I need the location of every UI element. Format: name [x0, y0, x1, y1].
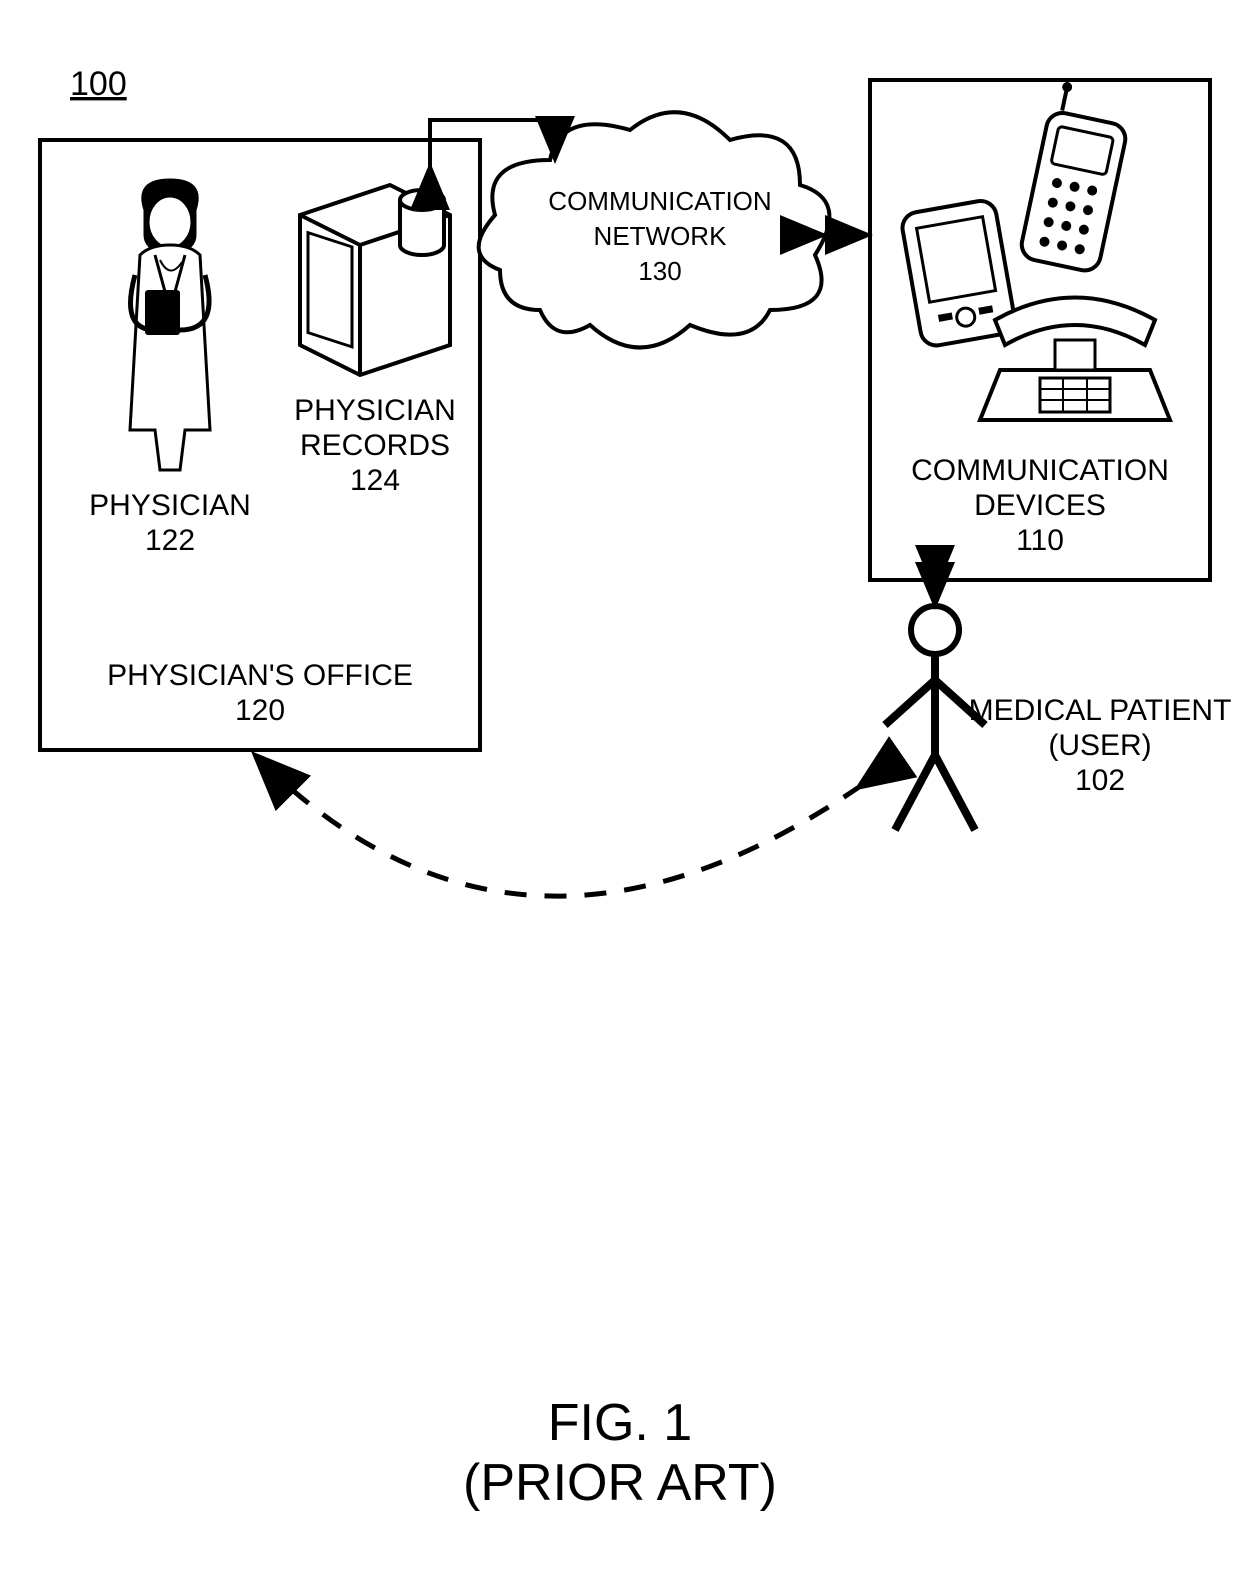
cellphone-icon [1019, 80, 1135, 274]
devices-label-1: COMMUNICATION [911, 454, 1169, 487]
records-label-2: RECORDS [300, 429, 450, 462]
devices-box: COMMUNICATION DEVICES 110 [870, 80, 1210, 580]
figure-caption-2: (PRIOR ART) [463, 1454, 777, 1512]
devices-num: 110 [1016, 524, 1064, 557]
server-icon [300, 185, 450, 375]
patient-label-1: MEDICAL PATIENT [969, 694, 1232, 727]
physician-label: PHYSICIAN [89, 489, 251, 522]
deskphone-icon [980, 298, 1170, 421]
office-title: PHYSICIAN'S OFFICE [107, 659, 413, 692]
figure-diagram: 100 PHYSICIAN 122 [0, 0, 1240, 1577]
figure-id: 100 [70, 65, 127, 103]
network-label-2: NETWORK [594, 221, 728, 251]
records-num: 124 [350, 464, 400, 497]
office-num: 120 [235, 694, 285, 727]
network-label-1: COMMUNICATION [548, 186, 771, 216]
physician-icon [130, 180, 210, 470]
records-label-1: PHYSICIAN [294, 394, 456, 427]
physicians-office-box: PHYSICIAN 122 PHYSICIAN RECORDS 124 PHYS… [40, 140, 480, 750]
network-cloud: COMMUNICATION NETWORK 130 [479, 112, 830, 347]
patient-label-2: (USER) [1048, 729, 1151, 762]
patient-num: 102 [1075, 764, 1125, 797]
figure-caption-1: FIG. 1 [548, 1394, 692, 1452]
network-num: 130 [638, 256, 681, 286]
arrow-patient-office-dashed [258, 758, 862, 896]
physician-num: 122 [145, 524, 195, 557]
devices-label-2: DEVICES [974, 489, 1106, 522]
